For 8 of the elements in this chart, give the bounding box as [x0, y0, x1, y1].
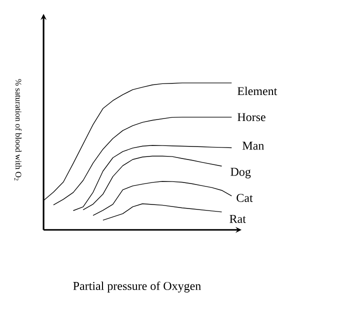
series-label: Horse	[238, 113, 266, 122]
y-axis-title: % saturation of blood with O$_{2}$	[14, 79, 22, 180]
x-axis-title: Partial pressure of Oxygen	[73, 281, 201, 292]
series-label: Man	[242, 142, 264, 150]
series-label: Element	[238, 86, 278, 96]
series-label: Cat	[236, 194, 253, 202]
series-label: Dog	[230, 168, 251, 178]
series-label: Rat	[230, 214, 246, 223]
